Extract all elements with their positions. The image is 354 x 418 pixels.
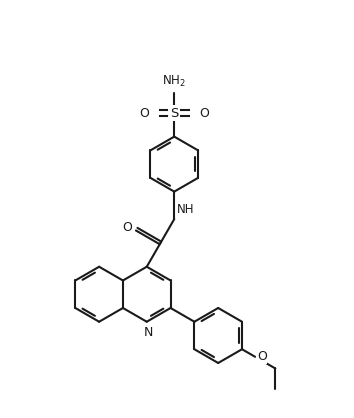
Text: N: N	[144, 326, 153, 339]
Text: S: S	[170, 107, 178, 120]
Text: O: O	[122, 221, 132, 234]
Text: O: O	[200, 107, 210, 120]
Text: O: O	[257, 350, 267, 363]
Text: NH$_2$: NH$_2$	[162, 74, 186, 89]
Text: NH: NH	[176, 204, 194, 217]
Text: O: O	[139, 107, 149, 120]
